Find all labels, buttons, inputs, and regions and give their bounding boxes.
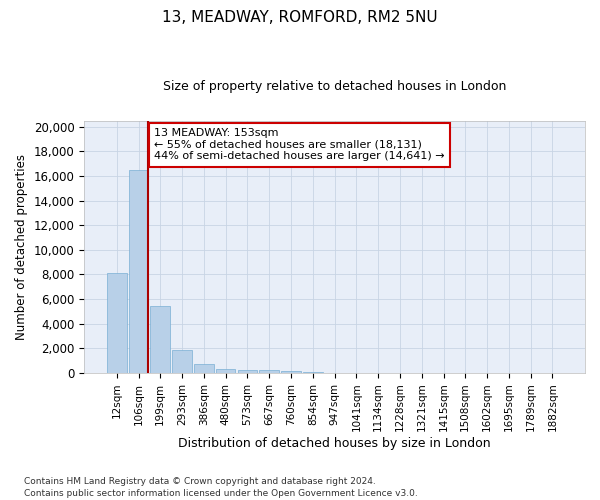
Bar [238,370,257,373]
Text: Contains public sector information licensed under the Open Government Licence v3: Contains public sector information licen… [24,489,418,498]
Text: Contains HM Land Registry data © Crown copyright and database right 2024.: Contains HM Land Registry data © Crown c… [24,478,376,486]
Bar [281,370,301,373]
Bar [107,273,127,373]
Text: 13, MEADWAY, ROMFORD, RM2 5NU: 13, MEADWAY, ROMFORD, RM2 5NU [162,10,438,25]
Text: 13 MEADWAY: 153sqm
← 55% of detached houses are smaller (18,131)
44% of semi-det: 13 MEADWAY: 153sqm ← 55% of detached hou… [154,128,445,162]
Bar [303,372,323,373]
Bar [129,170,148,373]
Bar [172,350,192,373]
Bar [259,370,279,373]
Bar [151,306,170,373]
X-axis label: Distribution of detached houses by size in London: Distribution of detached houses by size … [178,437,491,450]
Title: Size of property relative to detached houses in London: Size of property relative to detached ho… [163,80,506,93]
Y-axis label: Number of detached properties: Number of detached properties [15,154,28,340]
Bar [194,364,214,373]
Bar [216,368,235,373]
